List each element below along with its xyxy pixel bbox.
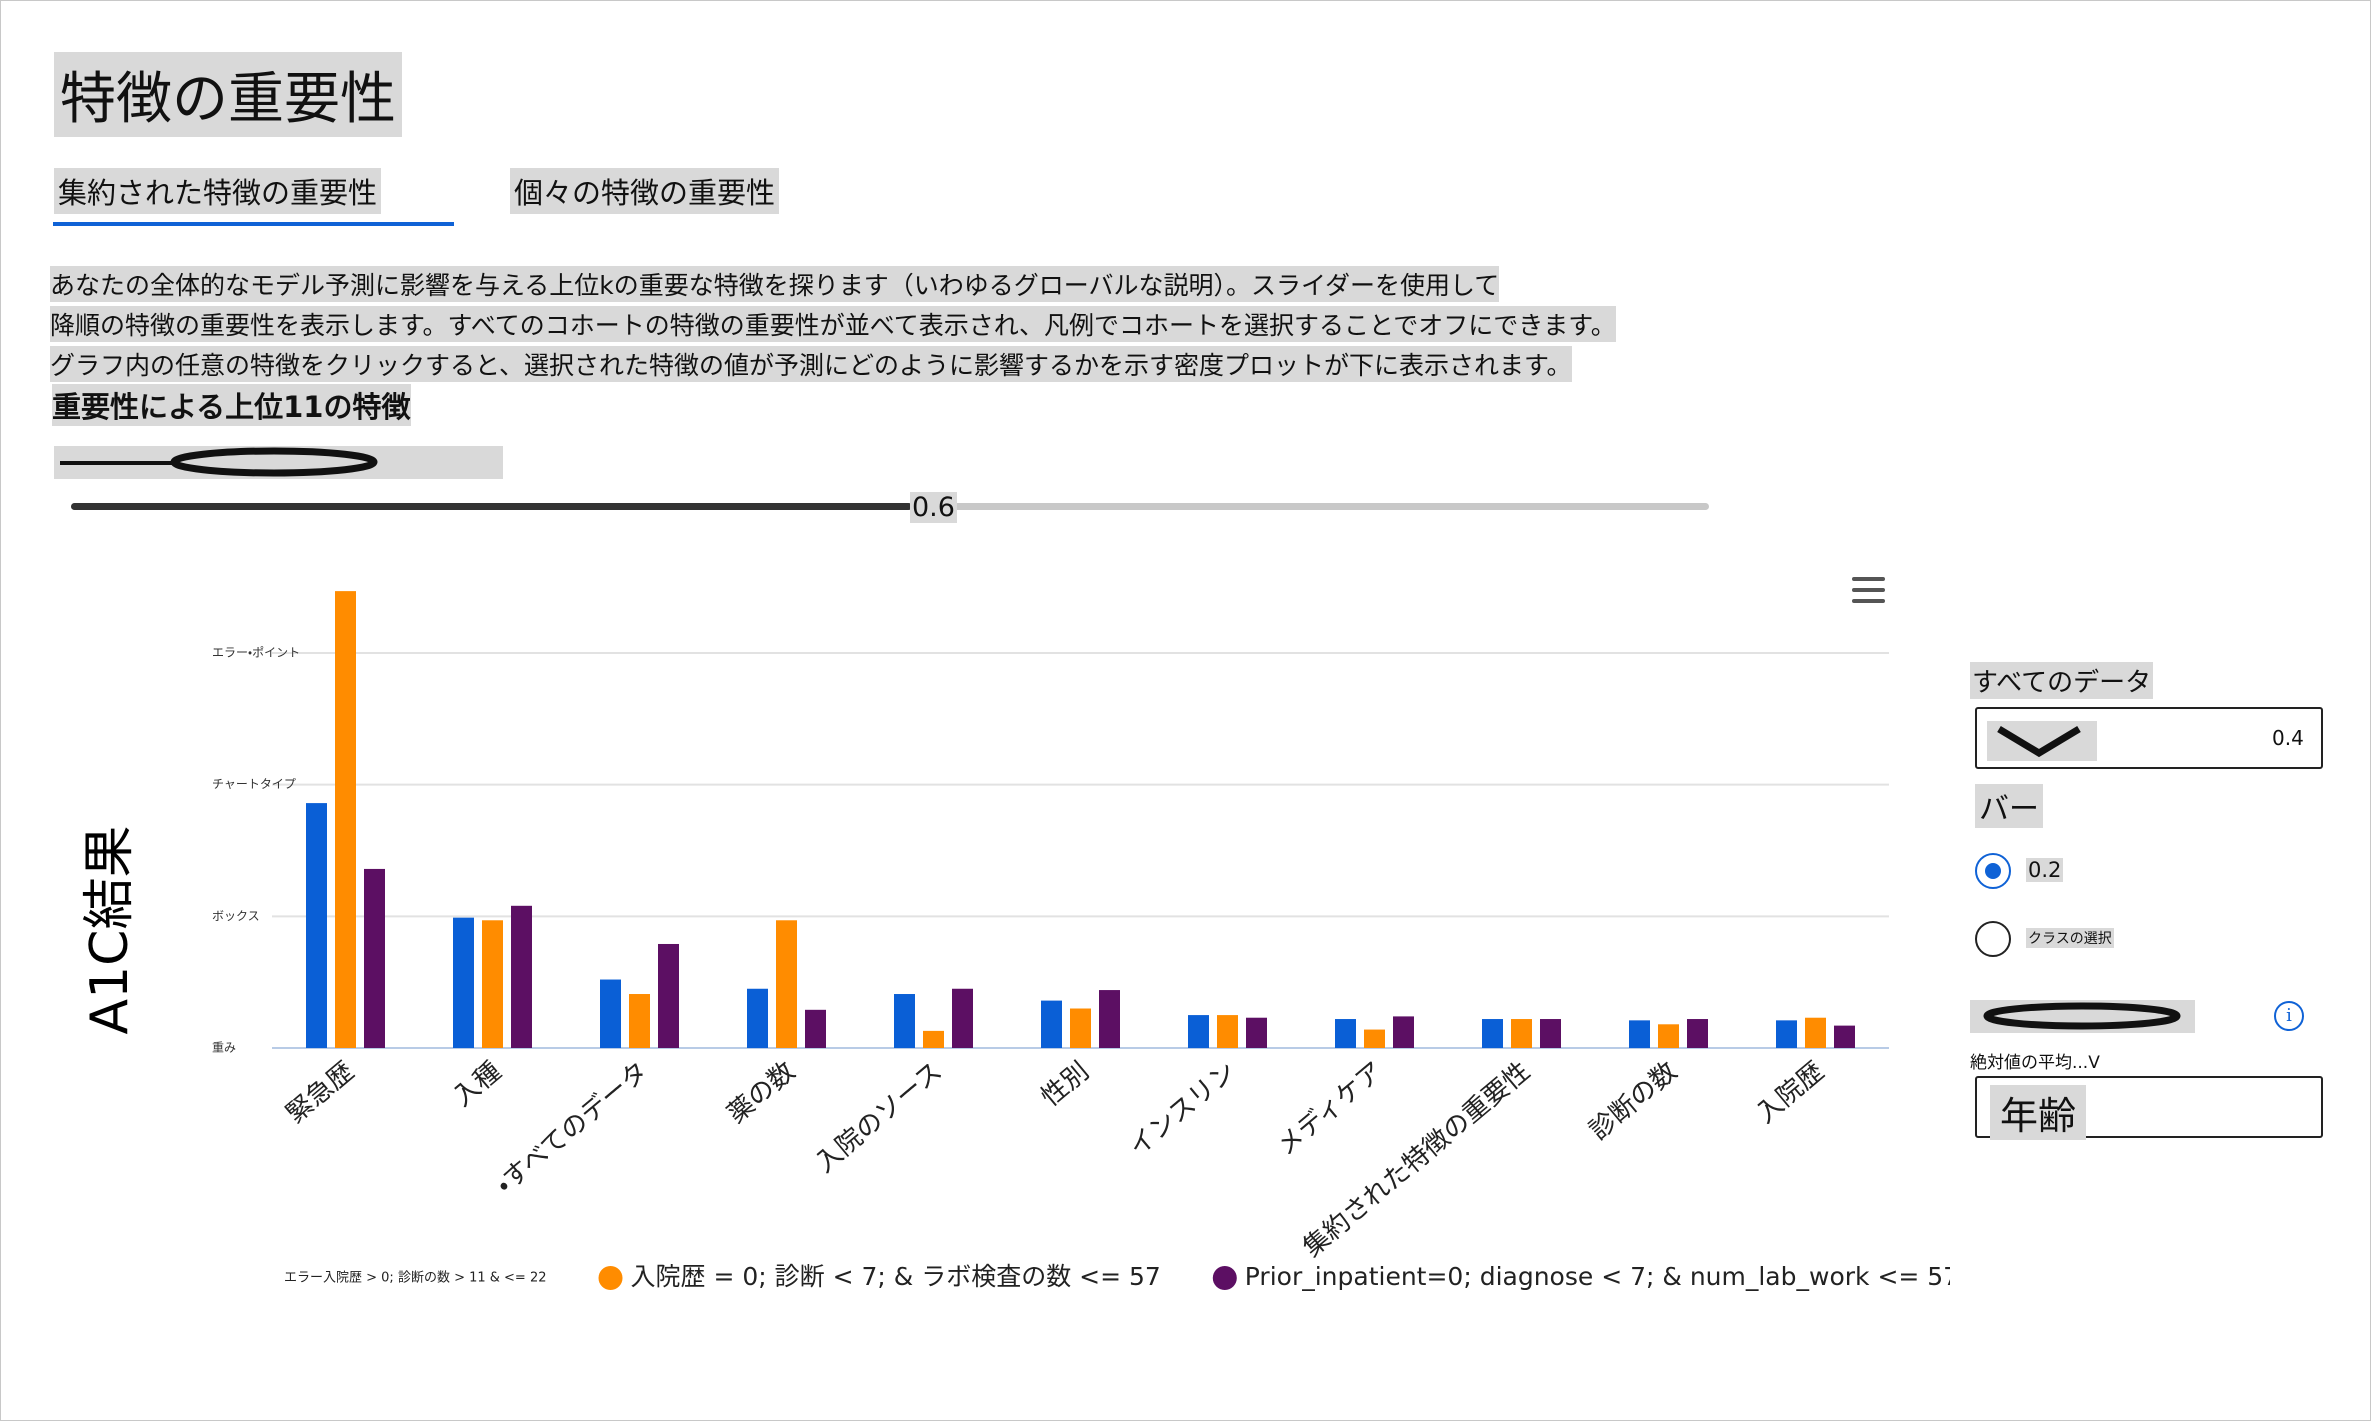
bar <box>1482 1019 1503 1048</box>
x-tick-label: 入院のソース <box>810 1056 948 1178</box>
bar <box>747 988 768 1048</box>
description-line: 降順の特徴の重要性を表示します。すべてのコホートの特徴の重要性が並べて表示され、… <box>50 306 1616 342</box>
bar <box>1099 990 1120 1048</box>
x-tick-label: ・すべてのデータ <box>491 1056 654 1200</box>
tab[interactable]: 集約された特徴の重要性 <box>54 168 382 214</box>
slider-caption-glyph <box>54 446 503 479</box>
legend-marker <box>598 1266 623 1290</box>
slider-value: 0.6 <box>910 492 957 523</box>
bar <box>1629 1020 1650 1048</box>
tab[interactable]: 個々の特徴の重要性 <box>510 168 780 214</box>
bar <box>952 988 973 1048</box>
y-axis-label: A1C結果 <box>80 826 140 1035</box>
bar <box>894 994 915 1048</box>
bar <box>1805 1017 1826 1048</box>
page-title: 特徴の重要性 <box>54 52 402 137</box>
radio-button[interactable] <box>1975 853 2011 889</box>
bar <box>306 803 327 1048</box>
x-tick-label: 薬の数 <box>722 1056 801 1129</box>
x-tick-label: 入院歴 <box>1751 1056 1830 1129</box>
bar <box>658 943 679 1048</box>
x-tick-label: インスリン <box>1124 1056 1242 1162</box>
chart-type-label: バー <box>1975 784 2043 828</box>
bar <box>1041 1000 1062 1048</box>
x-tick-label: 性別 <box>1036 1056 1095 1112</box>
radio-label: 0.2 <box>2026 858 2064 882</box>
bar <box>1364 1029 1385 1048</box>
dropdown-value: 0.4 <box>2272 726 2304 750</box>
x-tick-label: 診断の数 <box>1584 1056 1683 1146</box>
y-tick-label: エラー・ポイント <box>212 646 300 660</box>
menu-bar <box>1852 588 1885 592</box>
bar <box>1511 1019 1532 1048</box>
x-tick-label: 緊急歴 <box>281 1056 360 1129</box>
radio-label: クラスの選択 <box>2026 928 2114 948</box>
legend-label[interactable]: エラー入院歴 > 0; 診断の数 > 11 & <= 22 <box>284 1270 547 1286</box>
radio-button[interactable] <box>1975 921 2011 957</box>
slider-fill <box>71 503 912 510</box>
legend-label[interactable]: Prior_inpatient=0; diagnose < 7; & num_l… <box>1245 1262 1950 1291</box>
bar <box>364 868 385 1048</box>
bar <box>600 979 621 1048</box>
dropdown[interactable] <box>1975 707 2323 769</box>
sort-glyph <box>1970 1000 2195 1033</box>
menu-bar <box>1852 599 1885 603</box>
bar <box>482 920 503 1048</box>
sort-label: 絶対値の平均...V <box>1970 1053 2100 1073</box>
bar <box>1834 1025 1855 1048</box>
chart-menu[interactable] <box>1852 577 1885 603</box>
x-tick-label: メディケア <box>1272 1056 1389 1161</box>
subheading: 重要性による上位11の特徴 <box>52 384 411 426</box>
feature-value: 年齢 <box>1990 1085 2087 1140</box>
bar <box>335 591 356 1048</box>
menu-bar <box>1852 577 1885 581</box>
y-tick-label: ボックス <box>212 909 260 923</box>
tab-underline <box>53 222 454 226</box>
y-tick-label: 重み <box>212 1041 236 1055</box>
bar <box>1188 1015 1209 1048</box>
legend-marker <box>1212 1266 1237 1290</box>
bar <box>1217 1015 1238 1048</box>
description-line: あなたの全体的なモデル予測に影響を与える上位kの重要な特徴を探ります（いわゆるグ… <box>50 266 1500 302</box>
bar <box>923 1030 944 1048</box>
legend-label[interactable]: 入院歴 = 0; 診断 < 7; & ラボ検査の数 <= 57 <box>631 1262 1161 1291</box>
bar <box>1246 1017 1267 1048</box>
bar <box>511 905 532 1048</box>
bar <box>776 920 797 1048</box>
info-icon[interactable]: i <box>2274 1001 2304 1031</box>
bar <box>453 917 474 1048</box>
description-line: グラフ内の任意の特徴をクリックすると、選択された特徴の値が予測にどのように影響す… <box>50 346 1572 382</box>
dropdown-glyph <box>1987 721 2097 761</box>
bar <box>805 1009 826 1048</box>
bar <box>1540 1019 1561 1048</box>
cohort-label: すべてのデータ <box>1970 662 2154 699</box>
bar <box>1335 1019 1356 1048</box>
bar <box>1393 1016 1414 1048</box>
bar <box>1070 1008 1091 1048</box>
y-tick-label: チャートタイプ <box>212 777 296 791</box>
x-tick-label: 入種 <box>448 1056 507 1112</box>
bar <box>1776 1020 1797 1048</box>
bar <box>1687 1019 1708 1048</box>
bar <box>1658 1024 1679 1048</box>
bar <box>629 994 650 1048</box>
